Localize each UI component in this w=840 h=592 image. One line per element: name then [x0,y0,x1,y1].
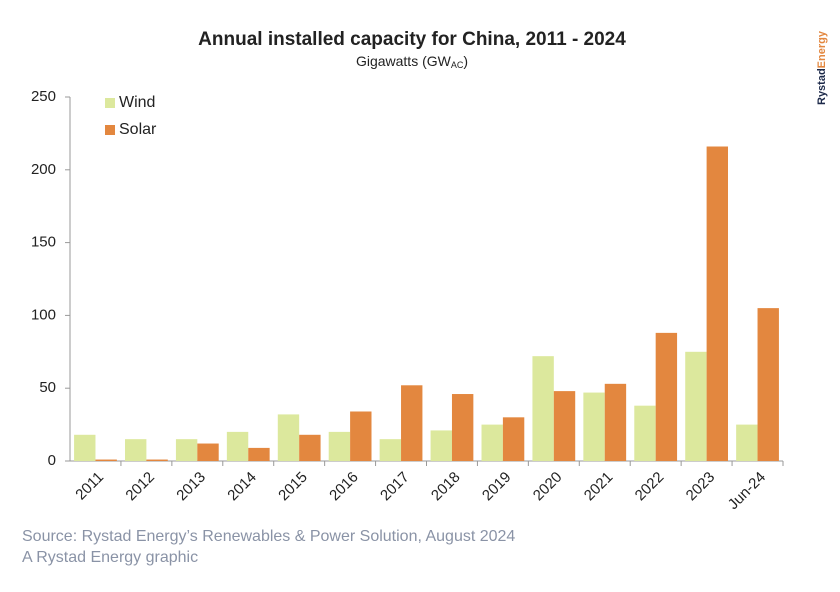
bar [175,439,198,461]
x-tick-label: 2021 [581,469,617,505]
brand-second: Energy [816,30,828,68]
bar [328,431,351,461]
bar [757,308,779,461]
x-tick-label: 2019 [479,469,515,505]
brand-logo: RystadEnergy [816,30,828,105]
bar [197,443,219,461]
bar [430,430,452,461]
x-tick-label: 2022 [632,469,668,505]
bar [146,459,168,461]
source-note: Source: Rystad Energy’s Renewables & Pow… [22,528,515,545]
bar [248,447,270,461]
y-tick-label: 50 [39,379,56,396]
bar [532,356,554,461]
bar [125,439,147,461]
x-tick-label: 2016 [326,469,362,505]
subtitle-text: Gigawatts (GW [356,53,452,69]
y-tick-label: 0 [48,452,56,469]
brand-first: Rystad [816,68,828,105]
bar [685,351,707,461]
bar [95,459,117,461]
chart-title: Annual installed capacity for China, 201… [198,29,626,50]
x-tick-label: 2023 [683,469,719,505]
legend-swatch [105,125,115,135]
x-tick-label: 2018 [428,469,464,505]
bar [706,146,728,461]
legend-label: Solar [119,121,157,138]
bar [226,431,249,461]
credit-note: A Rystad Energy graphic [22,549,198,566]
y-tick-label: 200 [31,161,56,178]
x-tick-label: 2020 [530,469,566,505]
x-tick-label: 2014 [224,469,260,505]
bar [451,394,474,461]
bar [604,383,627,461]
y-tick-label: 250 [31,88,56,105]
x-tick-label: 2015 [275,469,311,505]
x-tick-label: Jun-24 [725,469,769,513]
x-tick-label: 2011 [72,469,107,504]
legend-label: Wind [119,94,155,111]
x-tick-label: 2013 [173,469,209,505]
bar [736,424,758,461]
chart-subtitle: Gigawatts (GWAC) [356,53,468,71]
bar [655,332,678,461]
bar [553,391,576,461]
x-tick-label: 2012 [122,469,158,505]
bar [277,414,300,461]
bar [502,417,525,461]
bar [350,411,372,461]
subtitle-subscript: AC [451,60,464,70]
y-tick-label: 100 [31,306,56,323]
bar [299,434,321,461]
x-tick-label: 2017 [377,469,413,505]
bar [74,434,96,461]
bar [379,439,402,461]
subtitle-close: ) [463,53,468,69]
bar [481,424,503,461]
legend-swatch [105,98,115,108]
y-tick-label: 150 [31,234,56,251]
bar [583,392,605,461]
bar [401,385,423,461]
bar [634,405,656,461]
